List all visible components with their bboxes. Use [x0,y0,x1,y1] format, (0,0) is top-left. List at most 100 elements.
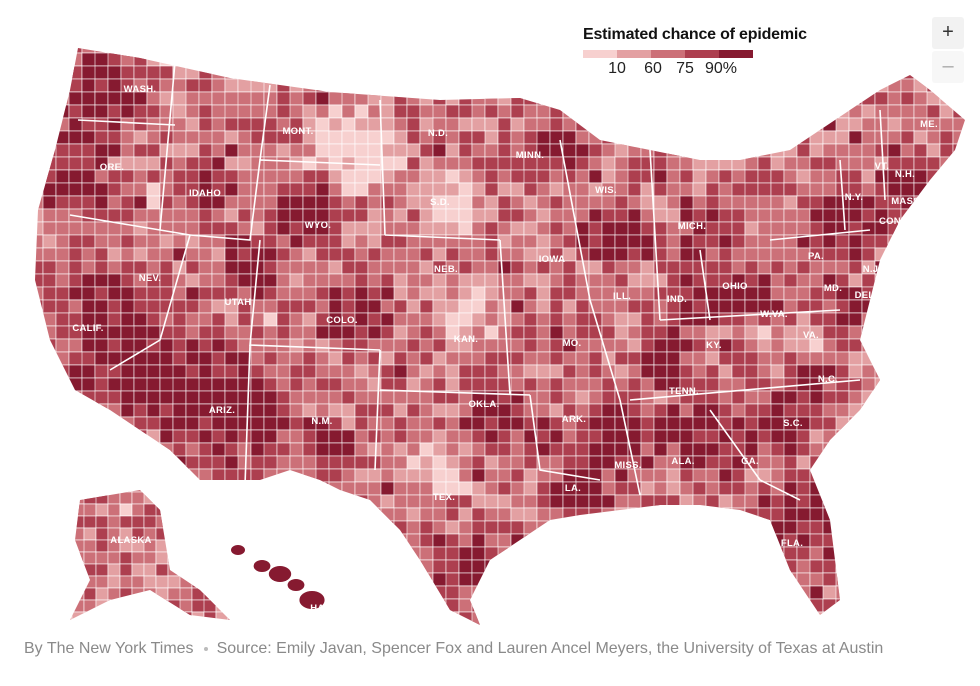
county[interactable] [640,247,655,262]
county[interactable] [276,520,304,535]
county[interactable] [900,52,915,67]
county[interactable] [861,585,876,600]
county[interactable] [718,299,733,314]
county[interactable] [809,598,824,613]
county[interactable] [822,494,837,509]
county[interactable] [705,312,720,327]
county[interactable] [966,612,979,625]
county[interactable] [744,78,759,93]
county[interactable] [939,169,954,184]
county[interactable] [471,455,486,470]
county[interactable] [900,572,915,587]
county[interactable] [484,364,499,379]
county[interactable] [354,182,369,197]
county[interactable] [119,491,133,505]
county[interactable] [900,598,915,613]
county[interactable] [939,364,966,379]
county[interactable] [81,221,96,236]
county[interactable] [848,546,863,561]
county[interactable] [81,624,109,638]
county[interactable] [94,104,109,119]
county[interactable] [718,390,733,405]
county[interactable] [939,351,966,366]
county[interactable] [367,481,382,496]
county[interactable] [432,377,447,392]
county[interactable] [523,494,538,509]
county[interactable] [302,325,317,340]
county[interactable] [705,520,733,535]
county[interactable] [926,299,941,314]
county[interactable] [966,495,980,508]
county[interactable] [809,91,824,106]
county[interactable] [562,559,577,574]
county[interactable] [887,494,915,509]
county[interactable] [966,92,979,105]
county[interactable] [328,182,343,197]
county[interactable] [458,429,473,444]
county[interactable] [887,338,915,353]
county[interactable] [172,507,187,522]
county[interactable] [419,416,434,431]
county[interactable] [68,52,83,67]
county[interactable] [302,299,317,314]
county[interactable] [913,585,941,600]
county[interactable] [666,143,694,158]
county[interactable] [419,299,434,314]
county[interactable] [224,130,239,145]
county[interactable] [120,364,135,379]
county[interactable] [143,551,157,565]
county[interactable] [289,208,304,223]
county[interactable] [133,234,148,249]
county[interactable] [107,273,122,288]
county[interactable] [328,40,343,54]
county[interactable] [224,377,239,392]
county[interactable] [575,104,590,119]
county[interactable] [666,520,681,535]
county[interactable] [601,611,616,625]
county[interactable] [227,527,240,541]
county[interactable] [783,78,798,93]
county[interactable] [237,585,252,600]
county[interactable] [484,507,499,522]
county[interactable] [445,442,460,457]
county[interactable] [926,585,954,600]
county[interactable] [822,611,837,625]
county[interactable] [601,546,616,561]
county[interactable] [653,338,668,353]
county[interactable] [887,572,902,587]
county[interactable] [562,351,577,366]
county[interactable] [159,260,174,275]
county[interactable] [172,195,187,210]
county[interactable] [497,507,512,522]
county[interactable] [30,533,57,548]
county[interactable] [328,299,343,314]
county[interactable] [55,403,70,418]
county[interactable] [874,546,902,561]
county[interactable] [224,156,239,171]
county[interactable] [718,572,733,587]
county[interactable] [276,78,291,93]
county[interactable] [42,533,70,548]
county[interactable] [822,91,850,106]
county[interactable] [445,312,460,327]
county[interactable] [172,351,187,366]
county[interactable] [705,117,720,132]
county[interactable] [653,104,668,119]
county[interactable] [289,559,317,574]
county[interactable] [588,117,603,132]
county[interactable] [354,234,369,249]
county[interactable] [966,365,979,378]
county[interactable] [510,364,525,379]
county[interactable] [211,416,226,431]
county[interactable] [601,169,616,184]
county[interactable] [952,546,979,561]
county[interactable] [692,611,707,625]
county[interactable] [497,585,512,600]
county[interactable] [302,455,317,470]
county[interactable] [549,442,564,457]
county[interactable] [835,442,850,457]
county[interactable] [341,624,369,638]
county[interactable] [913,442,928,457]
county[interactable] [341,390,356,405]
